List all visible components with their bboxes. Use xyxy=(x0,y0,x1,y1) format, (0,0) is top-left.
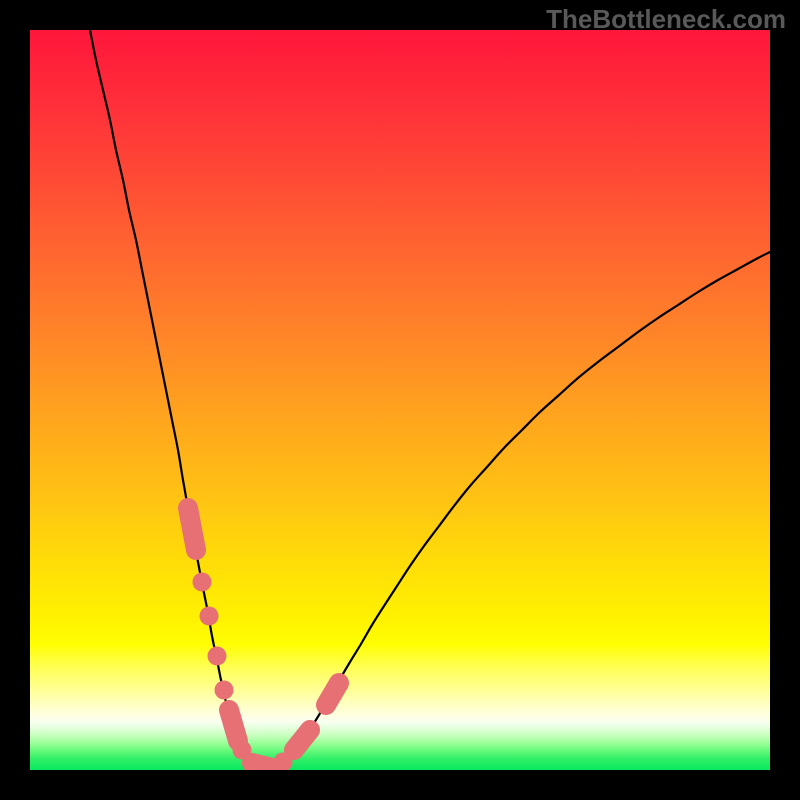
plot-area xyxy=(30,30,770,770)
marker-capsule xyxy=(252,763,272,768)
marker-circle xyxy=(200,607,219,626)
marker-circle xyxy=(208,647,227,666)
curves-layer xyxy=(30,30,770,770)
curves-group xyxy=(90,30,770,770)
marker-circle xyxy=(193,573,212,592)
marker-circle xyxy=(215,681,234,700)
chart-container: TheBottleneck.com xyxy=(0,0,800,800)
markers-group xyxy=(188,508,339,770)
watermark-text: TheBottleneck.com xyxy=(546,4,786,35)
curve xyxy=(90,30,262,770)
marker-capsule xyxy=(229,710,238,741)
marker-circle xyxy=(233,741,252,760)
marker-capsule xyxy=(326,683,339,705)
marker-capsule xyxy=(188,508,196,550)
marker-capsule xyxy=(294,730,310,750)
